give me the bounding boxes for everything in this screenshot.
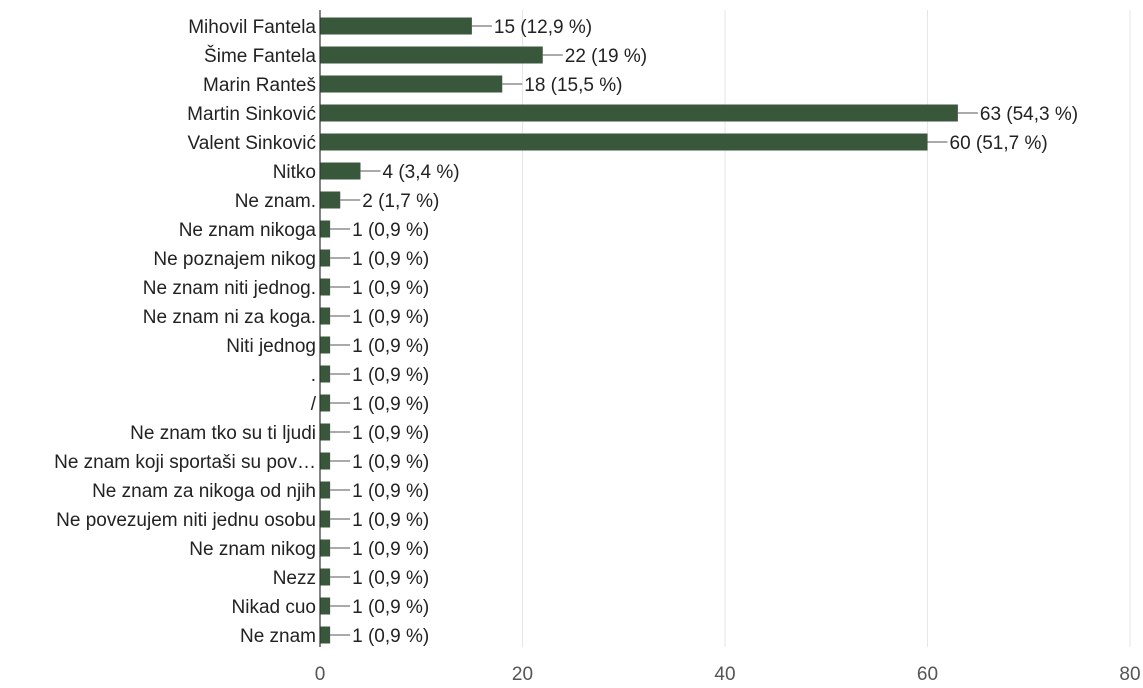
bar bbox=[320, 481, 331, 499]
value-label: 4 (3,4 %) bbox=[383, 162, 460, 183]
value-label: 22 (19 %) bbox=[565, 46, 647, 67]
value-label: 1 (0,9 %) bbox=[352, 336, 429, 357]
bar bbox=[320, 510, 331, 528]
category-label: Ne poznajem nikog bbox=[153, 249, 316, 270]
category-label: Nitko bbox=[273, 162, 316, 183]
labels: 0 20 40 60 80 15 (12,9 %) Mihovil Fantela 22 (1… bbox=[54, 17, 1140, 685]
value-label: 1 (0,9 %) bbox=[352, 568, 429, 589]
category-label: Ne znam koji sportaši su pov… bbox=[54, 452, 316, 473]
value-label: 18 (15,5 %) bbox=[524, 75, 622, 96]
value-label: 1 (0,9 %) bbox=[352, 249, 429, 270]
bar bbox=[320, 17, 472, 35]
category-label: Marin Ranteš bbox=[203, 75, 316, 96]
bar bbox=[320, 568, 331, 586]
value-label: 1 (0,9 %) bbox=[352, 510, 429, 531]
category-label: Nezz bbox=[273, 568, 316, 589]
bar bbox=[320, 452, 331, 470]
category-label: Nikad cuo bbox=[232, 597, 317, 618]
x-tick-label: 20 bbox=[512, 664, 533, 683]
value-label: 1 (0,9 %) bbox=[352, 278, 429, 299]
bar bbox=[320, 626, 331, 644]
value-label: 1 (0,9 %) bbox=[352, 220, 429, 241]
category-label: Martin Sinković bbox=[187, 104, 316, 125]
category-label: . bbox=[311, 365, 316, 386]
category-label: Ne znam za nikoga od njih bbox=[92, 481, 316, 502]
value-label: 63 (54,3 %) bbox=[980, 104, 1078, 125]
value-label: 60 (51,7 %) bbox=[950, 133, 1048, 154]
bar bbox=[320, 307, 331, 325]
bar bbox=[320, 133, 928, 151]
bar bbox=[320, 75, 503, 93]
value-label: 1 (0,9 %) bbox=[352, 539, 429, 560]
category-label: Ne povezujem niti jednu osobu bbox=[56, 510, 316, 531]
bar bbox=[320, 597, 331, 615]
x-tick-label: 0 bbox=[315, 664, 326, 683]
value-label: 1 (0,9 %) bbox=[352, 597, 429, 618]
bar bbox=[320, 365, 331, 383]
value-label: 1 (0,9 %) bbox=[352, 307, 429, 328]
x-tick-label: 60 bbox=[917, 664, 938, 683]
value-label: 1 (0,9 %) bbox=[352, 626, 429, 647]
bar bbox=[320, 46, 543, 64]
value-label: 1 (0,9 %) bbox=[352, 365, 429, 386]
category-label: Ne znam nikoga bbox=[179, 220, 317, 241]
category-label: Ne znam ni za koga. bbox=[143, 307, 316, 328]
bars bbox=[320, 17, 958, 644]
bar bbox=[320, 539, 331, 557]
value-label: 1 (0,9 %) bbox=[352, 423, 429, 444]
category-label: Mihovil Fantela bbox=[188, 17, 316, 38]
x-tick-label: 80 bbox=[1119, 664, 1140, 683]
bar bbox=[320, 220, 331, 238]
value-label: 2 (1,7 %) bbox=[362, 191, 439, 212]
value-label: 1 (0,9 %) bbox=[352, 394, 429, 415]
bar bbox=[320, 104, 958, 122]
category-label: Ne znam tko su ti ljudi bbox=[130, 423, 316, 444]
category-label: Ne znam niti jednog. bbox=[143, 278, 316, 299]
bar bbox=[320, 336, 331, 354]
category-label: Niti jednog bbox=[226, 336, 316, 357]
category-label: Ne znam nikog bbox=[189, 539, 316, 560]
x-tick-label: 40 bbox=[714, 664, 735, 683]
bar bbox=[320, 394, 331, 412]
value-label: 1 (0,9 %) bbox=[352, 481, 429, 502]
bar bbox=[320, 423, 331, 441]
value-label: 15 (12,9 %) bbox=[494, 17, 592, 38]
category-label: Valent Sinković bbox=[188, 133, 317, 154]
bar bbox=[320, 162, 361, 180]
bar bbox=[320, 191, 341, 209]
category-label: Ne znam bbox=[240, 626, 316, 647]
category-label: / bbox=[311, 394, 317, 415]
category-label: Šime Fantela bbox=[204, 45, 316, 67]
bar bbox=[320, 249, 331, 267]
bar bbox=[320, 278, 331, 296]
value-label: 1 (0,9 %) bbox=[352, 452, 429, 473]
category-label: Ne znam. bbox=[235, 191, 316, 212]
